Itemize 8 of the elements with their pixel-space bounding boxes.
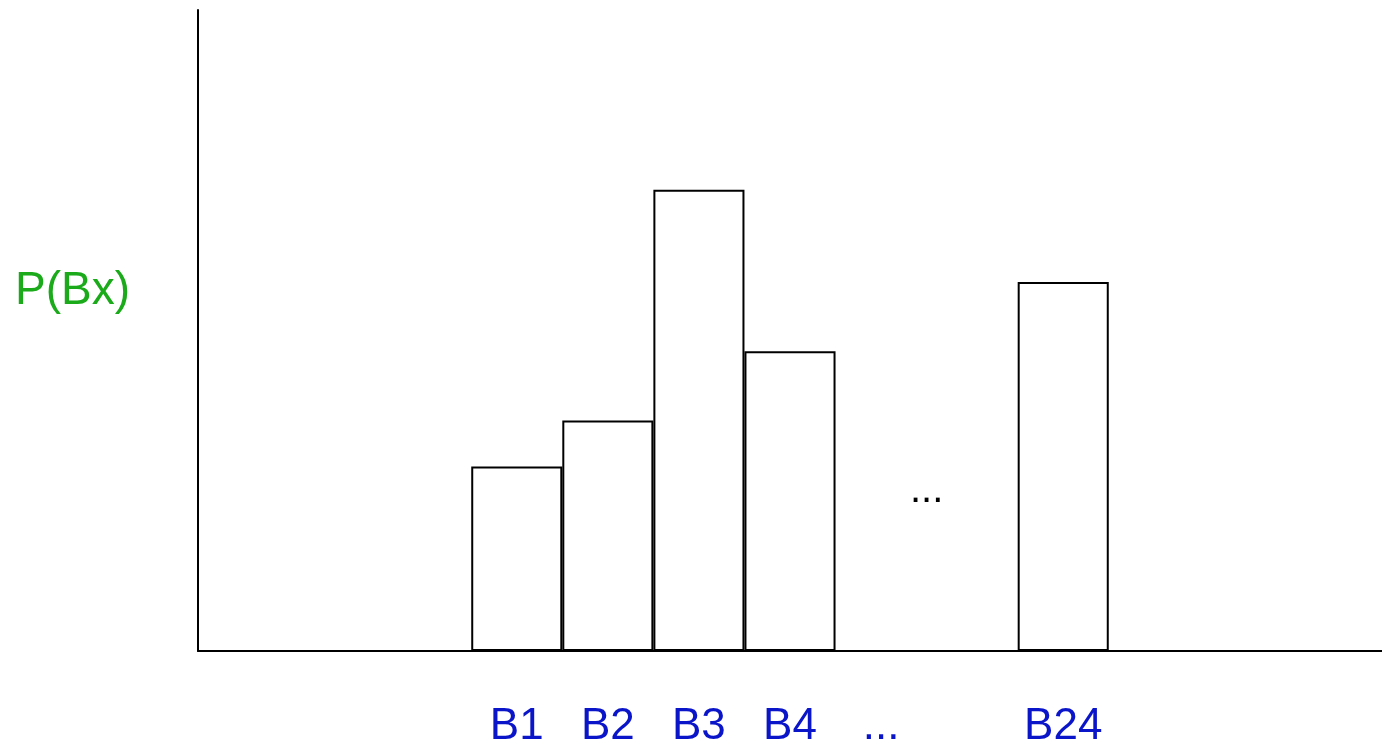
y-axis-title: P(Bx) xyxy=(15,262,130,314)
x-tick-label: B3 xyxy=(672,698,726,748)
x-tick-label: ... xyxy=(862,698,900,748)
annotation: ... xyxy=(909,466,944,510)
x-tick-label: B4 xyxy=(763,698,817,748)
x-tick-label: B2 xyxy=(580,698,635,748)
x-tick-label: B1 xyxy=(489,698,544,748)
x-tick-label: B24 xyxy=(1024,698,1103,748)
